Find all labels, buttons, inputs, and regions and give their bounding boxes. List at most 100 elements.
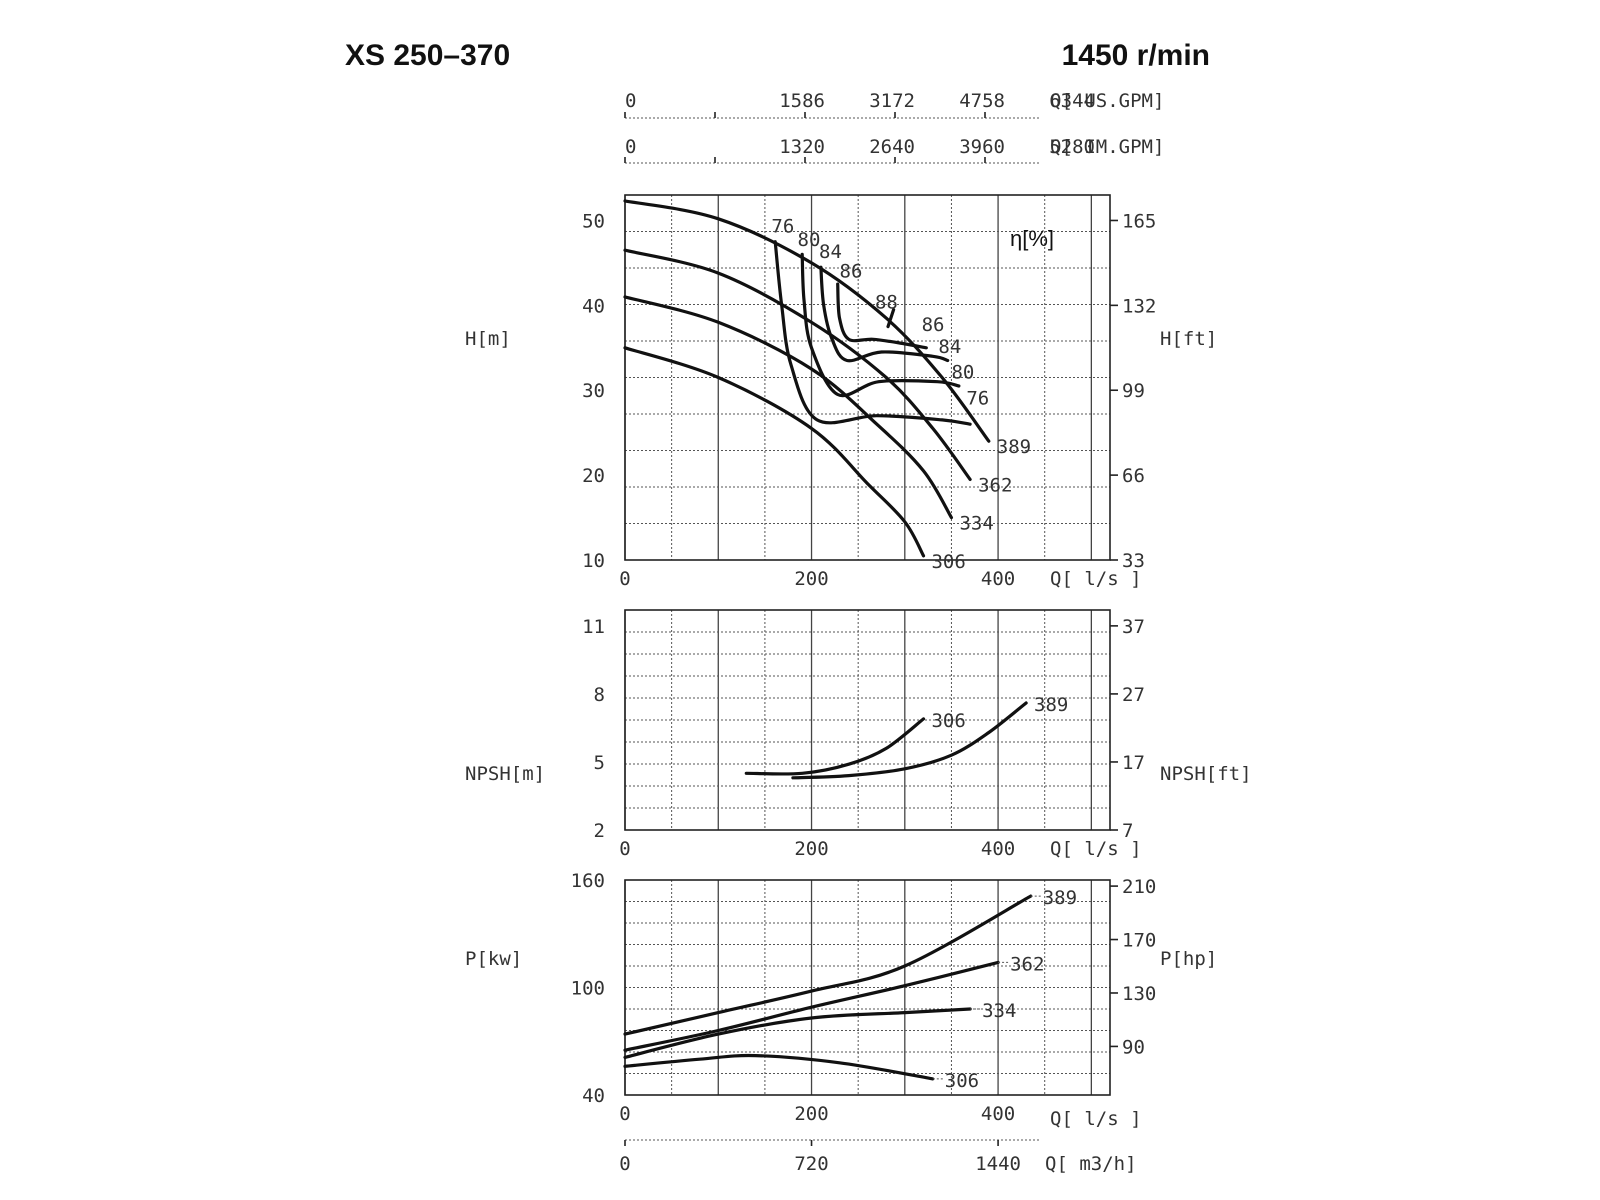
power-chart: 40 100 160 90 130 170 210 0 200 400 Q[ l/s ] P[kw] P… — [465, 870, 1217, 1175]
power-curve-389 — [623, 894, 1033, 1036]
head-chart: 10 20 30 40 50 33 66 99 132 165 0 200 400 Q[ l/s ] H[m… — [465, 90, 1217, 590]
efficiency-value-label: 80 — [798, 229, 821, 251]
top-axis-tick-label: 1586 — [779, 90, 825, 112]
npsh-curve-label: 389 — [1034, 694, 1068, 716]
top-axis-tick-label: 0 — [625, 90, 636, 112]
efficiency-curve-80 — [800, 252, 961, 398]
power-y-label-right: P[hp] — [1160, 948, 1217, 970]
efficiency-value-label: 84 — [819, 241, 842, 263]
power-ytick-right-label: 90 — [1122, 1036, 1145, 1058]
npsh-y-label: NPSH[m] — [465, 763, 545, 785]
npsh-frame — [624, 609, 1111, 831]
head-ytick-label: 20 — [582, 465, 605, 487]
power-curve-label: 362 — [1010, 953, 1044, 975]
head-curve-label: 334 — [959, 513, 993, 535]
npsh-curve-label: 306 — [931, 710, 965, 732]
power-curve-362 — [623, 960, 1000, 1052]
power-ytick-right-label: 210 — [1122, 876, 1156, 898]
head-xtick-label: 200 — [794, 568, 828, 590]
npsh-ytick-label: 11 — [582, 616, 605, 638]
top-axis-tick-label: 3172 — [869, 90, 915, 112]
power-y-label: P[kw] — [465, 948, 522, 970]
power-curve-label: 389 — [1043, 887, 1077, 909]
efficiency-curve-88 — [886, 308, 896, 329]
head-x-unit: Q[ l/s ] — [1050, 568, 1142, 590]
power-curve-label: 306 — [945, 1070, 979, 1092]
power-frame — [624, 879, 1111, 1096]
model-title: XS 250–370 — [345, 39, 510, 72]
head-xtick-label: 400 — [981, 568, 1015, 590]
top-axis-unit: Q[ US.GPM] — [1050, 90, 1164, 112]
efficiency-curve-76 — [773, 240, 972, 426]
head-frame — [624, 194, 1111, 561]
efficiency-value-label: 86 — [840, 260, 863, 282]
npsh-y-label-right: NPSH[ft] — [1160, 763, 1252, 785]
power-x-unit: Q[ l/s ] — [1050, 1108, 1142, 1130]
power-curve-334 — [623, 1007, 972, 1059]
top-axis-tick-label: 0 — [625, 136, 636, 158]
efficiency-curve-86 — [836, 282, 928, 350]
head-ytick-right-label: 33 — [1122, 550, 1145, 572]
top-axis-tick-label: 3960 — [959, 136, 1005, 158]
npsh-ytick-label: 8 — [594, 684, 605, 706]
top-axis-tick-label: 6344 — [1049, 90, 1095, 112]
head-curve-label: 306 — [931, 551, 965, 573]
npsh-ytick-label: 2 — [594, 820, 605, 842]
efficiency-value-label: 86 — [922, 314, 945, 336]
bottom-axis-tick-label: 1440 — [975, 1153, 1021, 1175]
top-axis-tick-label: 4758 — [959, 90, 1005, 112]
power-ytick-label: 40 — [582, 1085, 605, 1107]
speed-title: 1450 r/min — [1062, 39, 1210, 72]
power-ytick-label: 160 — [571, 870, 605, 892]
efficiency-label: η[%] — [1010, 226, 1054, 251]
efficiency-value-label: 88 — [875, 292, 898, 314]
efficiency-value-label: 80 — [951, 361, 974, 383]
head-y-label: H[m] — [465, 328, 511, 350]
head-curve-362 — [623, 248, 972, 481]
npsh-xtick-label: 200 — [794, 838, 828, 860]
head-curve-334 — [623, 295, 953, 520]
head-ytick-right-label: 165 — [1122, 210, 1156, 232]
efficiency-value-label: 76 — [771, 215, 794, 237]
power-xtick-label: 200 — [794, 1103, 828, 1125]
power-xtick-label: 400 — [981, 1103, 1015, 1125]
bottom-axis-unit: Q[ m3/h] — [1045, 1153, 1137, 1175]
top-axis-tick-label: 1320 — [779, 136, 825, 158]
head-curve-label: 389 — [997, 436, 1031, 458]
npsh-ytick-right-label: 27 — [1122, 684, 1145, 706]
top-axis-tick-label: 2640 — [869, 136, 915, 158]
npsh-curve-306 — [744, 717, 926, 776]
bottom-axis-tick-label: 0 — [619, 1153, 630, 1175]
npsh-ytick-right-label: 17 — [1122, 752, 1145, 774]
power-xtick-label: 0 — [619, 1103, 630, 1125]
head-ytick-right-label: 132 — [1122, 295, 1156, 317]
head-y-label-right: H[ft] — [1160, 328, 1217, 350]
top-axis-unit: Q[ IM.GPM] — [1050, 136, 1164, 158]
head-ytick-label: 30 — [582, 380, 605, 402]
top-axis-tick-label: 5280 — [1049, 136, 1095, 158]
npsh-xtick-label: 0 — [619, 838, 630, 860]
head-ytick-right-label: 66 — [1122, 465, 1145, 487]
power-curve-306 — [623, 1053, 935, 1081]
efficiency-curve-84 — [819, 265, 950, 363]
efficiency-value-label: 76 — [966, 388, 989, 410]
power-curve-label: 334 — [982, 1000, 1016, 1022]
head-curve-306 — [623, 346, 926, 558]
power-ytick-right-label: 170 — [1122, 930, 1156, 952]
head-xtick-label: 0 — [619, 568, 630, 590]
npsh-ytick-label: 5 — [594, 752, 605, 774]
npsh-ytick-right-label: 7 — [1122, 820, 1133, 842]
head-ytick-label: 50 — [582, 210, 605, 232]
npsh-x-unit: Q[ l/s ] — [1050, 838, 1142, 860]
bottom-axis-tick-label: 720 — [794, 1153, 828, 1175]
npsh-ytick-right-label: 37 — [1122, 616, 1145, 638]
head-ytick-label: 40 — [582, 295, 605, 317]
npsh-curve-389 — [791, 701, 1028, 780]
head-curve-label: 362 — [978, 474, 1012, 496]
head-ytick-right-label: 99 — [1122, 380, 1145, 402]
power-ytick-label: 100 — [571, 978, 605, 1000]
npsh-chart: 2 5 8 11 7 17 27 37 0 200 400 Q[ l/s ] NPSH[m] NPSH[f… — [465, 609, 1252, 860]
efficiency-value-label: 84 — [938, 336, 961, 358]
power-ytick-right-label: 130 — [1122, 983, 1156, 1005]
